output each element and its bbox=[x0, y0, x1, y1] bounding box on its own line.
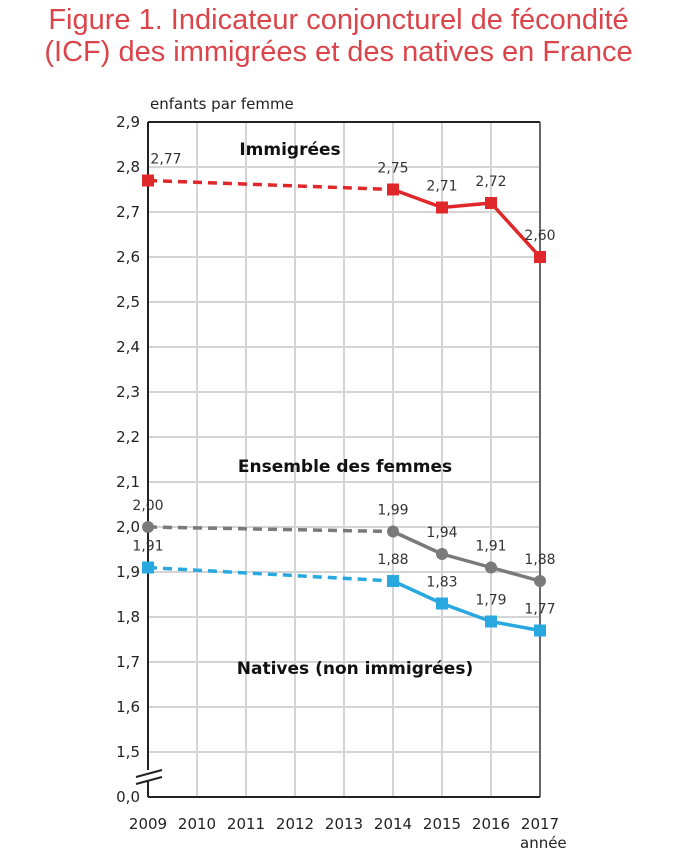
series-segment bbox=[441, 601, 492, 624]
y-tick-label: 2,9 bbox=[116, 113, 140, 131]
x-tick-label: 2013 bbox=[325, 815, 363, 833]
data-point-marker bbox=[142, 561, 154, 574]
data-point-marker bbox=[534, 624, 546, 637]
data-label: 1,88 bbox=[377, 552, 408, 568]
axis-break-mark bbox=[135, 776, 163, 785]
data-point-marker bbox=[387, 525, 399, 538]
data-point-marker bbox=[436, 201, 448, 214]
data-point-marker bbox=[436, 548, 448, 560]
data-point-marker bbox=[485, 561, 497, 574]
series-label: Ensemble des femmes bbox=[238, 457, 452, 477]
y-tick-label: 1,5 bbox=[116, 743, 140, 761]
series-segment bbox=[490, 619, 541, 633]
data-point-marker bbox=[534, 251, 546, 263]
y-tick-label: 2,3 bbox=[116, 383, 140, 401]
data-label: 2,60 bbox=[524, 228, 555, 244]
series-segment-dashed bbox=[147, 565, 394, 583]
y-tick-label: 2,6 bbox=[116, 248, 140, 266]
data-point-marker bbox=[485, 197, 497, 209]
data-point-marker bbox=[436, 597, 448, 610]
y-tick-label: 2,8 bbox=[116, 158, 140, 176]
y-axis-label: enfants par femme bbox=[150, 95, 294, 113]
data-label: 2,77 bbox=[150, 152, 181, 168]
data-point-marker bbox=[387, 575, 399, 587]
chart-title-line1: Figure 1. Indicateur conjoncturel de féc… bbox=[48, 4, 629, 36]
x-tick-label: 2012 bbox=[276, 815, 314, 833]
data-point-marker bbox=[387, 183, 399, 196]
series-segment bbox=[392, 529, 443, 556]
data-point-marker bbox=[534, 575, 546, 587]
series-segment bbox=[441, 552, 492, 570]
data-label: 1,91 bbox=[132, 539, 163, 555]
data-label: 1,99 bbox=[377, 503, 408, 519]
data-point-marker bbox=[485, 615, 497, 628]
data-label: 2,00 bbox=[132, 498, 163, 514]
data-label: 1,77 bbox=[524, 602, 555, 618]
series-segment bbox=[489, 201, 542, 259]
data-label: 2,71 bbox=[426, 179, 457, 195]
y-tick-label: 2,4 bbox=[116, 338, 140, 356]
series-label: Natives (non immigrées) bbox=[237, 659, 473, 679]
data-point-marker bbox=[142, 521, 154, 533]
data-label: 2,75 bbox=[377, 161, 408, 177]
y-tick-label: 2,2 bbox=[116, 428, 140, 446]
y-tick-label: 2,1 bbox=[116, 473, 140, 491]
x-tick-label: 2009 bbox=[129, 815, 167, 833]
data-point-marker bbox=[142, 174, 154, 187]
data-label: 1,88 bbox=[524, 552, 555, 568]
y-tick-label: 0,0 bbox=[116, 788, 140, 806]
x-tick-label: 2015 bbox=[423, 815, 461, 833]
x-tick-label: 2010 bbox=[178, 815, 216, 833]
y-tick-label: 2,0 bbox=[116, 518, 140, 536]
x-tick-label: 2016 bbox=[472, 815, 510, 833]
data-label: 1,91 bbox=[475, 539, 506, 555]
y-tick-label: 1,7 bbox=[116, 653, 140, 671]
series-segment-dashed bbox=[147, 525, 394, 534]
data-label: 2,72 bbox=[475, 174, 506, 190]
x-tick-label: 2014 bbox=[374, 815, 412, 833]
data-label: 1,94 bbox=[426, 525, 457, 541]
x-tick-label: 2017 bbox=[521, 815, 559, 833]
series-segment bbox=[392, 579, 443, 606]
y-tick-label: 2,7 bbox=[116, 203, 140, 221]
series-segment bbox=[441, 201, 492, 210]
y-tick-label: 1,6 bbox=[116, 698, 140, 716]
y-tick-label: 1,9 bbox=[116, 563, 140, 581]
series-label: Immigrées bbox=[239, 140, 340, 160]
y-tick-label: 2,5 bbox=[116, 293, 140, 311]
data-label: 1,79 bbox=[475, 593, 506, 609]
series-segment-dashed bbox=[147, 178, 394, 192]
x-axis-label: année bbox=[520, 834, 567, 852]
x-tick-label: 2011 bbox=[227, 815, 265, 833]
series-segment bbox=[490, 565, 541, 583]
series-segment bbox=[392, 187, 443, 210]
chart-title-line2: (ICF) des immigrées et des natives en Fr… bbox=[44, 36, 633, 68]
y-tick-label: 1,8 bbox=[116, 608, 140, 626]
axis-break-mark bbox=[135, 769, 163, 778]
data-label: 1,83 bbox=[426, 575, 457, 591]
